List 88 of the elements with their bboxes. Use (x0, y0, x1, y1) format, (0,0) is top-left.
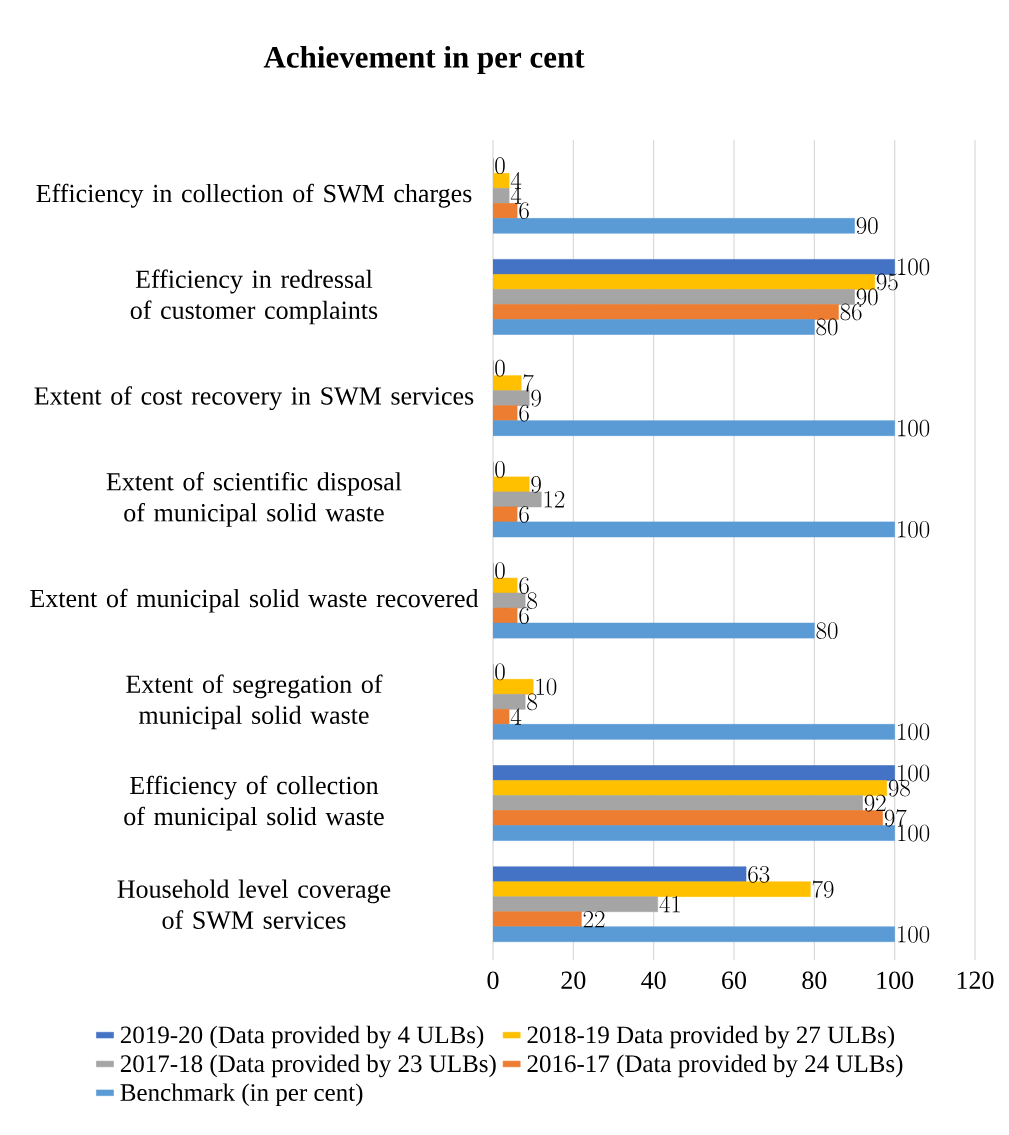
data-label: 0 (495, 663, 505, 681)
bar (492, 390, 530, 406)
data-label: 100 (898, 925, 930, 943)
data-label: 41 (659, 895, 680, 913)
legend-label: 2019-20 (Data provided by 4 ULBs) (120, 1025, 484, 1049)
bar (492, 881, 811, 898)
data-label: 0 (495, 157, 505, 175)
bar (492, 780, 887, 796)
bar (492, 724, 895, 740)
bar (492, 810, 883, 826)
bar (492, 405, 518, 421)
data-label: 80 (816, 622, 838, 640)
bar (492, 259, 895, 275)
legend-label: Benchmark (in per cent) (120, 1083, 363, 1107)
bar (492, 866, 747, 883)
bar (492, 911, 582, 928)
bar (492, 926, 895, 943)
bar (492, 274, 875, 290)
bar (492, 679, 534, 695)
bar (492, 765, 895, 781)
y-tick-label: Extent of scientific disposal of municipal solid waste (106, 471, 402, 527)
x-tick-label: 60 (722, 971, 747, 990)
bar (492, 491, 542, 508)
data-label: 0 (495, 460, 505, 478)
bar (492, 521, 895, 538)
bar (492, 172, 510, 189)
x-tick-label: 100 (877, 971, 914, 990)
data-label: 12 (544, 490, 565, 508)
bar (492, 420, 895, 436)
data-label: 100 (898, 520, 930, 538)
data-label: 6 (519, 577, 529, 595)
bar (492, 319, 815, 335)
bar (492, 187, 510, 204)
y-tick-label: Extent of municipal solid waste recovered (30, 588, 479, 613)
bar (492, 622, 815, 639)
y-tick-label: Efficiency of collection of municipal solid waste (124, 775, 384, 831)
data-label: 0 (495, 359, 505, 377)
x-tick-label: 120 (957, 971, 994, 990)
bar (492, 709, 510, 725)
bar (492, 896, 658, 913)
data-label: 8 (527, 592, 537, 610)
y-tick-label: Extent of cost recovery in SWM services (34, 386, 474, 411)
legend-label: 2018-19 Data provided by 27 ULBs) (527, 1025, 895, 1049)
data-label: 6 (519, 607, 529, 625)
x-tick-label: 20 (561, 971, 586, 990)
bar (492, 375, 522, 391)
bar (492, 577, 518, 594)
y-tick-label: Efficiency in redressal of customer complaints (130, 269, 378, 325)
bar (492, 795, 863, 811)
x-tick-label: 0 (487, 971, 499, 990)
data-label: 4 (510, 187, 522, 204)
bar (492, 202, 518, 219)
y-tick-label: Extent of segregation of municipal solid waste (126, 674, 383, 730)
data-label: 100 (898, 258, 930, 276)
data-label: 80 (816, 318, 838, 336)
data-label: 63 (748, 865, 770, 883)
bar (492, 607, 518, 624)
data-label: 95 (876, 273, 898, 291)
y-tick-label: Efficiency in collection of SWM charges (36, 183, 472, 208)
data-label: 90 (856, 217, 878, 235)
data-label: 9 (531, 475, 541, 493)
data-label: 4 (510, 708, 522, 725)
data-label: 92 (864, 794, 886, 812)
bar (492, 476, 530, 493)
bar (492, 592, 526, 609)
data-label: 0 (495, 562, 505, 580)
chart-title: Achievement in per cent (263, 45, 585, 75)
bar (492, 289, 855, 305)
data-label: 4 (510, 172, 522, 189)
data-label: 6 (519, 505, 529, 523)
bar (492, 506, 518, 523)
data-label: 22 (583, 910, 605, 928)
data-label: 79 (812, 880, 834, 898)
y-tick-label: Household level coverage of SWM services (117, 879, 391, 930)
x-tick-label: 80 (802, 971, 827, 990)
data-label: 100 (898, 723, 930, 741)
legend-label: 2016-17 (Data provided by 24 ULBs) (527, 1054, 903, 1078)
data-label: 8 (527, 693, 537, 711)
bar (492, 694, 526, 710)
bar (492, 217, 855, 234)
data-label: 6 (519, 404, 529, 422)
bar (492, 304, 839, 320)
data-label: 10 (536, 678, 557, 696)
bar (492, 825, 895, 841)
data-label: 100 (898, 419, 930, 437)
data-label: 6 (519, 202, 529, 220)
x-tick-label: 40 (641, 971, 666, 990)
legend-label: 2017-18 (Data provided by 23 ULBs) (120, 1054, 496, 1078)
